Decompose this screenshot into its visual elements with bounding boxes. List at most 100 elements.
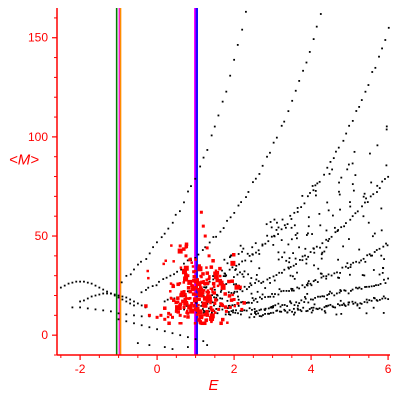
red-point-161	[229, 298, 234, 302]
black-point-278	[349, 218, 352, 221]
black-point-18	[129, 302, 132, 305]
black-point-486	[356, 303, 359, 306]
black-point-726	[241, 273, 244, 276]
black-point-380	[267, 307, 270, 310]
black-point-388	[286, 305, 289, 307]
black-point-279	[351, 215, 354, 218]
black-point-570	[211, 294, 213, 297]
black-point-729	[382, 267, 385, 270]
black-point-592	[347, 303, 350, 306]
black-point-20	[79, 300, 81, 303]
black-point-327	[296, 286, 299, 289]
red-point-231	[212, 291, 217, 295]
black-point-142	[287, 110, 290, 113]
black-point-373	[251, 308, 253, 311]
red-point-243	[196, 311, 200, 315]
black-point-141	[283, 120, 286, 123]
black-point-604	[280, 239, 283, 242]
black-point-507	[290, 226, 293, 229]
black-point-106	[158, 280, 160, 283]
black-point-248	[260, 282, 263, 284]
red-point-86	[194, 258, 197, 261]
black-point-563	[381, 271, 384, 274]
black-point-177	[244, 259, 247, 262]
black-point-204	[332, 157, 335, 160]
black-point-613	[216, 312, 219, 315]
red-point-6	[174, 309, 178, 313]
black-point-245	[250, 284, 253, 287]
black-point-404	[323, 295, 326, 298]
black-point-361	[386, 244, 389, 247]
black-point-501	[387, 298, 390, 301]
black-point-584	[311, 309, 314, 312]
black-point-663	[380, 254, 383, 257]
black-point-107	[162, 278, 165, 280]
black-point-133	[254, 177, 257, 180]
black-point-478	[341, 304, 343, 306]
black-point-727	[226, 262, 229, 265]
black-point-746	[258, 253, 261, 255]
black-point-397	[307, 301, 310, 304]
red-scatter-series	[144, 210, 246, 326]
red-point-99	[180, 290, 184, 295]
black-point-504	[246, 252, 249, 255]
black-point-68	[120, 281, 123, 284]
black-point-496	[376, 299, 379, 302]
black-point-370	[243, 309, 246, 312]
black-point-203	[329, 161, 332, 163]
black-point-487	[359, 302, 362, 305]
red-point-10	[190, 301, 194, 305]
red-point-128	[205, 266, 208, 269]
black-point-53	[140, 324, 143, 327]
black-point-437	[258, 315, 261, 317]
black-point-63	[148, 344, 151, 346]
black-point-22	[86, 297, 89, 300]
x-axis-ticks	[60, 355, 389, 360]
black-point-426	[375, 284, 377, 287]
red-point-209	[211, 259, 215, 263]
black-point-240	[236, 290, 239, 293]
black-point-736	[367, 221, 370, 224]
black-point-320	[277, 293, 280, 296]
black-point-130	[245, 196, 247, 198]
black-point-123	[219, 230, 222, 233]
black-point-254	[278, 271, 281, 274]
black-point-291	[387, 175, 390, 178]
black-point-32	[125, 296, 128, 299]
black-point-654	[247, 301, 250, 304]
black-point-239	[233, 290, 236, 293]
black-point-465	[315, 307, 318, 310]
red-point-237	[218, 266, 222, 271]
black-point-758	[270, 226, 273, 229]
black-point-54	[148, 326, 151, 329]
black-point-639	[239, 271, 241, 274]
red-point-148	[220, 317, 225, 322]
black-scatter-series	[59, 10, 390, 350]
black-point-84	[183, 201, 185, 204]
black-point-760	[328, 172, 331, 175]
black-point-653	[272, 244, 275, 246]
red-point-33	[196, 278, 200, 282]
black-point-695	[311, 185, 314, 187]
black-point-538	[376, 184, 379, 187]
black-point-662	[228, 305, 230, 307]
black-point-717	[285, 259, 288, 262]
black-point-741	[351, 162, 354, 165]
black-point-195	[303, 202, 306, 205]
black-point-330	[303, 286, 306, 289]
black-point-268	[319, 246, 321, 249]
black-point-488	[360, 302, 363, 305]
black-point-30	[117, 294, 120, 297]
black-point-417	[355, 286, 357, 289]
black-point-632	[356, 304, 359, 307]
black-point-606	[370, 181, 373, 184]
black-point-515	[272, 306, 274, 309]
black-point-152	[163, 300, 166, 303]
black-point-46	[133, 314, 135, 317]
black-point-219	[381, 47, 383, 50]
black-point-733	[325, 298, 328, 300]
black-point-95	[225, 90, 228, 93]
black-point-518	[240, 313, 242, 316]
black-point-354	[368, 253, 371, 256]
black-point-284	[366, 201, 369, 203]
